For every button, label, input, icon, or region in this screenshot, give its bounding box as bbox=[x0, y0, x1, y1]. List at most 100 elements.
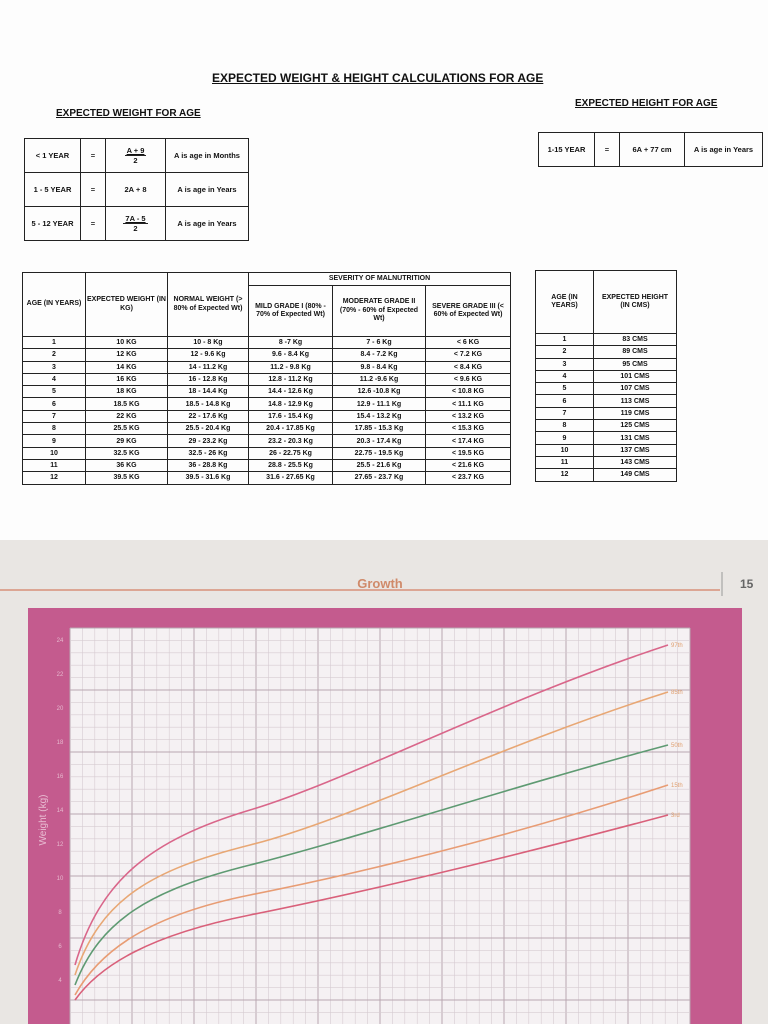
table-cell: 12.9 - 11.1 Kg bbox=[332, 397, 426, 411]
table-row: 2 89 CMS bbox=[535, 345, 677, 359]
table-cell: 2 bbox=[22, 348, 86, 362]
table-cell: 4 bbox=[22, 372, 86, 387]
table-cell: 36 KG bbox=[85, 458, 168, 473]
column-header: EXPECTED WEIGHT (IN KG) bbox=[85, 272, 168, 337]
table-cell: 14 - 11.2 Kg bbox=[167, 360, 249, 374]
page-header: Growth bbox=[357, 576, 403, 591]
table-cell: 12 bbox=[535, 468, 594, 482]
table-cell: 25.5 - 21.6 Kg bbox=[332, 458, 426, 473]
table-cell: 22 - 17.6 Kg bbox=[167, 409, 249, 424]
table-cell: 5 bbox=[22, 385, 86, 399]
table-cell: 83 CMS bbox=[593, 332, 677, 347]
table-cell: 18 KG bbox=[85, 385, 168, 399]
table-cell: 11 bbox=[535, 455, 594, 470]
table-row: 11 36 KG 36 - 28.8 Kg 28.8 - 25.5 Kg 25.5 - … bbox=[22, 458, 511, 473]
table-cell: 12 KG bbox=[85, 348, 168, 362]
formula: 2A + 8 bbox=[105, 172, 166, 207]
table-cell: 11 bbox=[22, 458, 86, 473]
table-cell: 18.5 - 14.8 Kg bbox=[167, 397, 249, 411]
table-row: 5 107 CMS bbox=[535, 382, 677, 396]
table-cell: 11.2 - 9.8 Kg bbox=[248, 360, 333, 374]
table-row: 6 18.5 KG 18.5 - 14.8 Kg 14.8 - 12.9 Kg 12.9… bbox=[22, 397, 511, 411]
table-row: 11 143 CMS bbox=[535, 455, 677, 470]
table-cell: 23.2 - 20.3 Kg bbox=[248, 434, 333, 448]
table-row: 12 149 CMS bbox=[535, 468, 677, 482]
note: A is age in Months bbox=[165, 138, 249, 173]
table-cell: 39.5 - 31.6 Kg bbox=[167, 471, 249, 485]
table-cell: 17.85 - 15.3 Kg bbox=[332, 422, 426, 436]
table-cell: 12 - 9.6 Kg bbox=[167, 348, 249, 362]
table-row: 8 125 CMS bbox=[535, 419, 677, 433]
table-row: 6 113 CMS bbox=[535, 394, 677, 408]
table-cell: 8 bbox=[22, 422, 86, 436]
curve-label: 3rd bbox=[671, 813, 680, 819]
height-table: AGE (IN YEARS) EXPECTED HEIGHT (IN CMS) 1 8… bbox=[535, 270, 677, 482]
table-cell: 14 KG bbox=[85, 360, 168, 374]
table-cell: 2 bbox=[535, 345, 594, 359]
note: A is age in Years bbox=[165, 172, 249, 207]
table-cell: 107 CMS bbox=[593, 382, 677, 396]
table-cell: 8 -7 Kg bbox=[248, 335, 333, 350]
table-cell: 12.6 -10.8 Kg bbox=[332, 385, 426, 399]
table-cell: 12.8 - 11.2 Kg bbox=[248, 372, 333, 387]
table-cell: 25.5 - 20.4 Kg bbox=[167, 422, 249, 436]
table-cell: < 6 KG bbox=[425, 335, 511, 350]
curve-label: 97th bbox=[671, 643, 683, 649]
table-cell: 9.8 - 8.4 Kg bbox=[332, 360, 426, 374]
table-cell: 11.2 -9.6 Kg bbox=[332, 372, 426, 387]
table-cell: 12 bbox=[22, 471, 86, 485]
table-cell: 1 bbox=[22, 335, 86, 350]
table-cell: 137 CMS bbox=[593, 443, 677, 457]
column-header: AGE (IN YEARS) bbox=[535, 270, 594, 334]
equals-sign: = bbox=[80, 206, 106, 241]
table-cell: 5 bbox=[535, 382, 594, 396]
table-cell: 10 KG bbox=[85, 335, 168, 350]
table-cell: 119 CMS bbox=[593, 406, 677, 421]
table-cell: 14.4 - 12.6 Kg bbox=[248, 385, 333, 399]
table-cell: < 19.5 KG bbox=[425, 446, 511, 460]
table-cell: 7 - 6 Kg bbox=[332, 335, 426, 350]
table-cell: 89 CMS bbox=[593, 345, 677, 359]
table-cell: < 15.3 KG bbox=[425, 422, 511, 436]
table-cell: < 17.4 KG bbox=[425, 434, 511, 448]
group-header: SEVERITY OF MALNUTRITION bbox=[248, 272, 511, 286]
table-cell: 8 bbox=[535, 419, 594, 433]
y-tick-label: 12 bbox=[57, 842, 64, 848]
table-cell: < 11.1 KG bbox=[425, 397, 511, 411]
table-cell: 18 - 14.4 Kg bbox=[167, 385, 249, 399]
table-cell: 8.4 - 7.2 Kg bbox=[332, 348, 426, 362]
table-cell: 9 bbox=[22, 434, 86, 448]
numerator: A + 9 bbox=[124, 146, 147, 156]
table-cell: 3 bbox=[535, 357, 594, 371]
table-cell: < 10.8 KG bbox=[425, 385, 511, 399]
table-cell: 26 - 22.75 Kg bbox=[248, 446, 333, 460]
column-header: AGE (IN YEARS) bbox=[22, 272, 86, 337]
height-formula-table: 1-15 YEAR = 6A + 77 cm A is age in Years bbox=[538, 132, 763, 167]
table-row: 3 95 CMS bbox=[535, 357, 677, 371]
header-row: AGE (IN YEARS) EXPECTED HEIGHT (IN CMS) bbox=[535, 270, 677, 334]
table-cell: 9.6 - 8.4 Kg bbox=[248, 348, 333, 362]
curve-label: 85th bbox=[671, 690, 683, 696]
table-row: 1 83 CMS bbox=[535, 332, 677, 347]
table-cell: 20.3 - 17.4 Kg bbox=[332, 434, 426, 448]
denominator: 2 bbox=[133, 224, 138, 233]
table-row: 4 101 CMS bbox=[535, 369, 677, 384]
table-row: 4 16 KG 16 - 12.8 Kg 12.8 - 11.2 Kg 11.2 -9.… bbox=[22, 372, 511, 387]
table-row: 12 39.5 KG 39.5 - 31.6 Kg 31.6 - 27.65 Kg 27… bbox=[22, 471, 511, 485]
table-cell: 31.6 - 27.65 Kg bbox=[248, 471, 333, 485]
y-axis-label: Weight (kg) bbox=[38, 795, 49, 846]
table-cell: 14.8 - 12.9 Kg bbox=[248, 397, 333, 411]
table-cell: 16 - 12.8 Kg bbox=[167, 372, 249, 387]
denominator: 2 bbox=[133, 156, 138, 165]
table-row: 10 137 CMS bbox=[535, 443, 677, 457]
y-tick-label: 6 bbox=[58, 944, 62, 950]
table-row: 7 22 KG 22 - 17.6 Kg 17.6 - 15.4 Kg 15.4 - 1… bbox=[22, 409, 511, 424]
curve-label: 50th bbox=[671, 743, 683, 749]
table-cell: 6 bbox=[535, 394, 594, 408]
table-cell: 95 CMS bbox=[593, 357, 677, 371]
numerator: 7A - 5 bbox=[123, 214, 148, 224]
